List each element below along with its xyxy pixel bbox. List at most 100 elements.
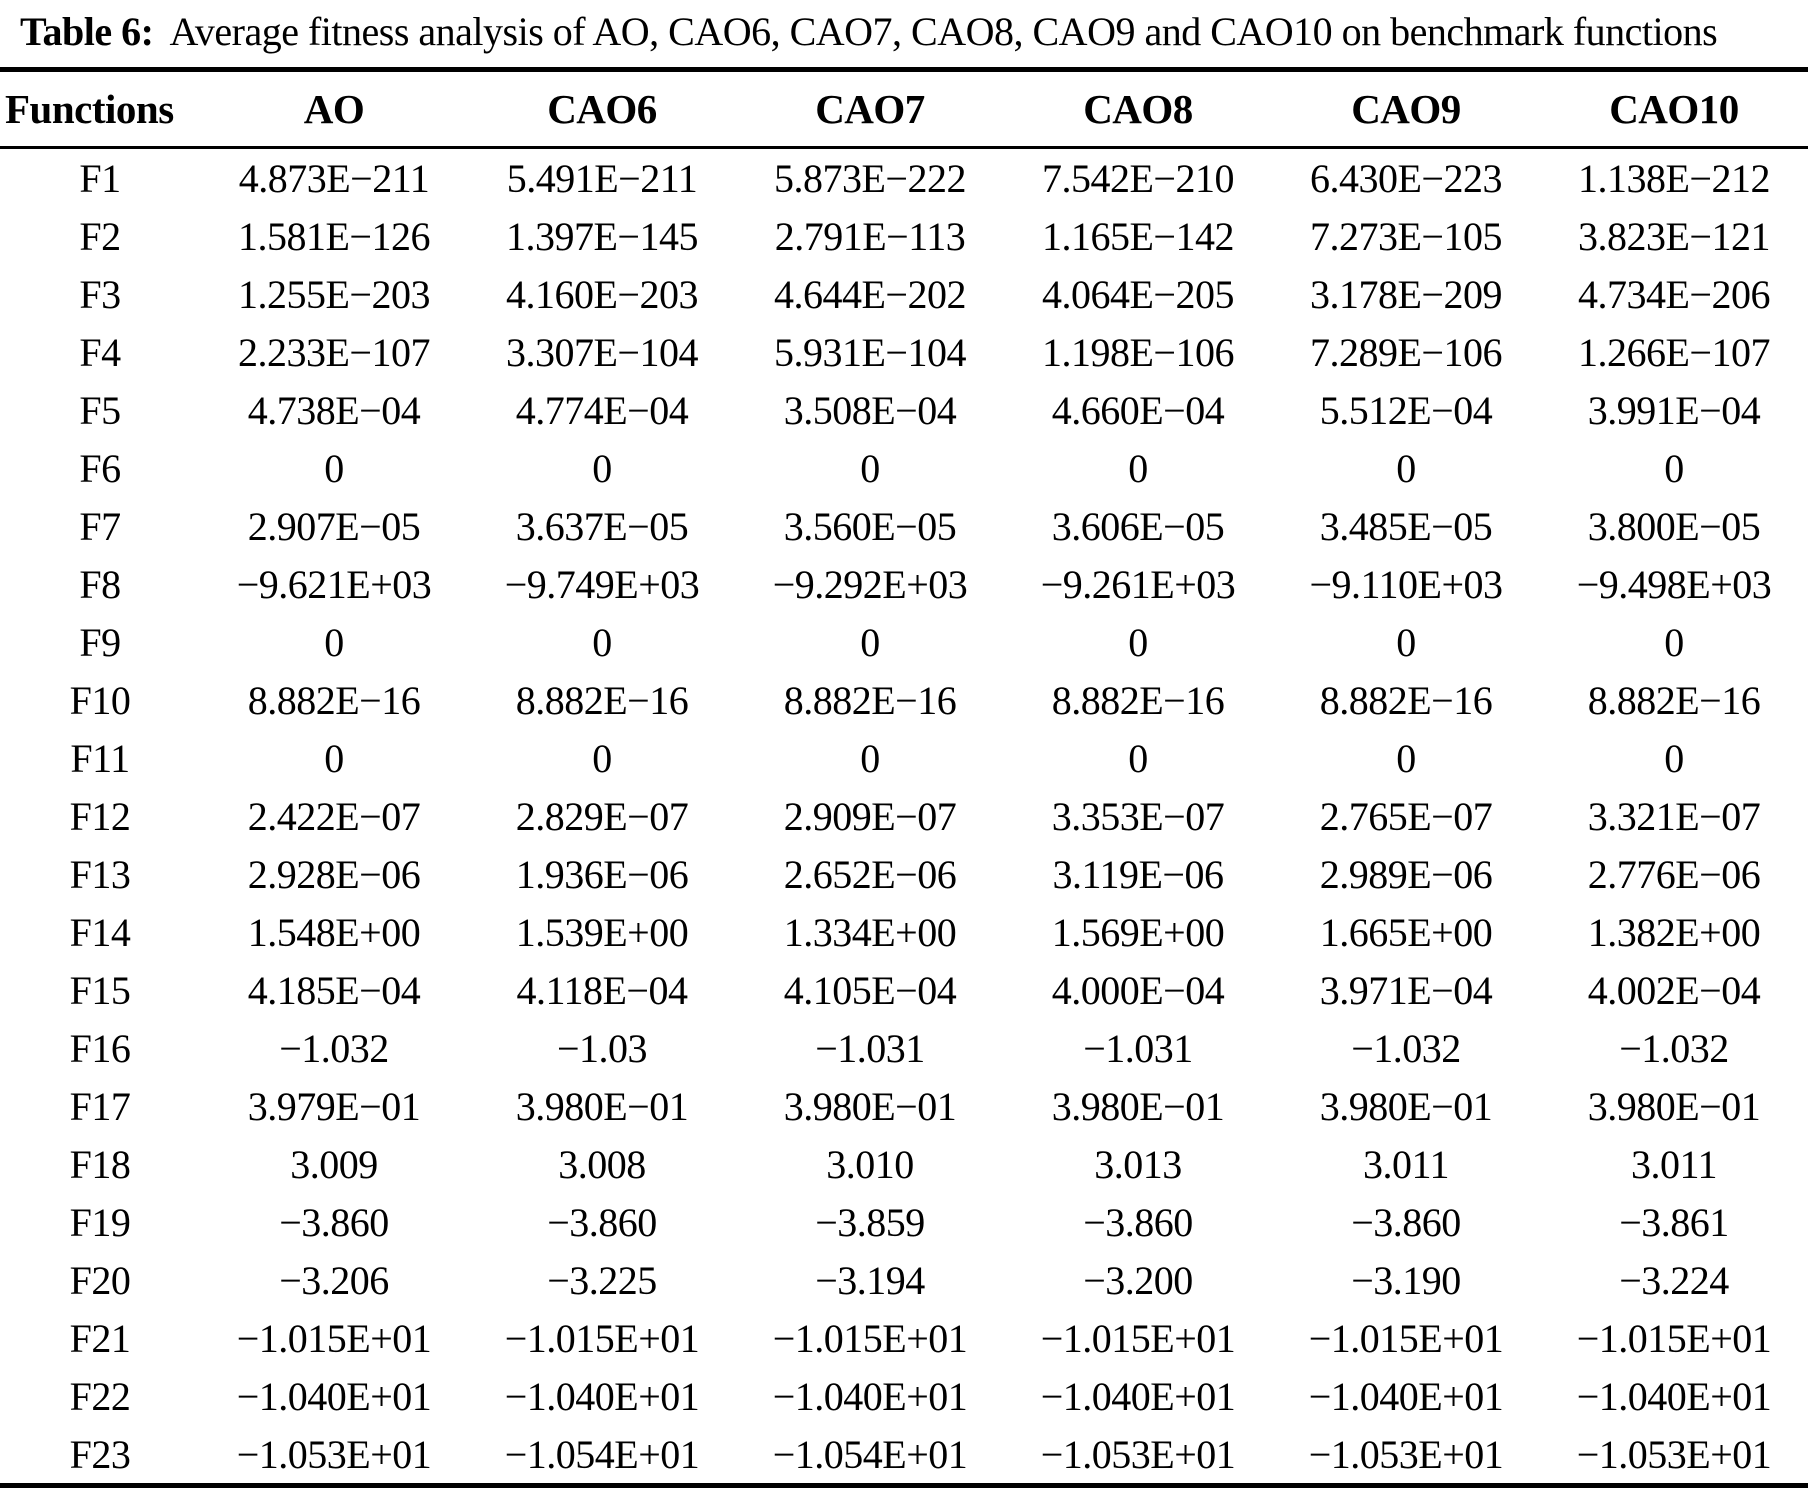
fitness-value: −1.032: [279, 1025, 389, 1071]
fitness-value: 5.931E−104: [774, 329, 967, 375]
fitness-value: 3.010: [826, 1141, 914, 1187]
fitness-value: 3.009: [290, 1141, 378, 1187]
function-name: F11: [70, 735, 130, 781]
fitness-value: −3.200: [1083, 1257, 1193, 1303]
fitness-value: −3.859: [815, 1199, 925, 1245]
fitness-value: 8.882E−16: [783, 677, 957, 723]
column-header-cao8: CAO8: [1004, 69, 1272, 149]
function-name: F16: [69, 1025, 131, 1071]
fitness-value: −1.040E+01: [1576, 1373, 1772, 1419]
function-name: F9: [79, 619, 121, 665]
fitness-value: −1.031: [815, 1025, 925, 1071]
table-row: F3 1.255E−203 4.160E−203 4.644E−202 4.064E−2…: [0, 265, 1808, 323]
fitness-value: 3.485E−05: [1319, 503, 1493, 549]
fitness-value: 4.105E−04: [783, 967, 957, 1013]
table-row: F2 1.581E−126 1.397E−145 2.791E−113 1.165E−1…: [0, 207, 1808, 265]
fitness-value: −1.053E+01: [236, 1431, 432, 1477]
function-name: F15: [69, 967, 131, 1013]
table-row: F9 0 0 0 0 0 0: [0, 613, 1808, 671]
table-row: F10 8.882E−16 8.882E−16 8.882E−16 8.882E−16 8…: [0, 671, 1808, 729]
fitness-value: −1.031: [1083, 1025, 1193, 1071]
function-name: F17: [69, 1083, 131, 1129]
fitness-value: −9.498E+03: [1576, 561, 1772, 607]
fitness-value: 2.233E−107: [238, 329, 431, 375]
fitness-value: 7.542E−210: [1042, 155, 1235, 201]
fitness-value: 1.138E−212: [1578, 155, 1771, 201]
fitness-value: −9.621E+03: [236, 561, 432, 607]
fitness-value: −1.015E+01: [504, 1315, 700, 1361]
fitness-value: −3.206: [279, 1257, 389, 1303]
table-row: F18 3.009 3.008 3.010 3.013 3.011 3.011: [0, 1135, 1808, 1193]
fitness-value: 5.873E−222: [774, 155, 967, 201]
fitness-value: 2.652E−06: [783, 851, 957, 897]
fitness-value: 8.882E−16: [1319, 677, 1493, 723]
fitness-value: 3.178E−209: [1310, 271, 1503, 317]
fitness-value: 0: [592, 445, 612, 491]
fitness-value: 1.382E+00: [1587, 909, 1761, 955]
fitness-value: 1.539E+00: [515, 909, 689, 955]
fitness-value: 3.823E−121: [1578, 213, 1771, 259]
fitness-value: −1.015E+01: [1308, 1315, 1504, 1361]
fitness-value: 4.738E−04: [247, 387, 421, 433]
fitness-value: 0: [592, 735, 612, 781]
fitness-value: 2.791E−113: [774, 213, 966, 259]
fitness-value: 4.002E−04: [1587, 967, 1761, 1013]
fitness-value: 8.882E−16: [515, 677, 689, 723]
header-row: Functions AO CAO6 CAO7 CAO8 CAO9 CAO10: [0, 69, 1808, 149]
table-row: F19 −3.860 −3.860 −3.859 −3.860 −3.860 −3.861: [0, 1193, 1808, 1251]
table-row: F8 −9.621E+03 −9.749E+03 −9.292E+03 −9.261E+…: [0, 555, 1808, 613]
fitness-value: 2.909E−07: [783, 793, 957, 839]
function-name: F13: [69, 851, 131, 897]
fitness-value: 1.255E−203: [238, 271, 431, 317]
fitness-value: 3.971E−04: [1319, 967, 1493, 1013]
column-header-cao10: CAO10: [1540, 69, 1808, 149]
fitness-value: 1.569E+00: [1051, 909, 1225, 955]
fitness-value: 3.606E−05: [1051, 503, 1225, 549]
table-row: F4 2.233E−107 3.307E−104 5.931E−104 1.198E−1…: [0, 323, 1808, 381]
table-row: F7 2.907E−05 3.637E−05 3.560E−05 3.606E−05 3.…: [0, 497, 1808, 555]
function-name: F2: [79, 213, 121, 259]
fitness-value: 0: [324, 445, 344, 491]
fitness-value: −1.015E+01: [1576, 1315, 1772, 1361]
fitness-value: 2.907E−05: [247, 503, 421, 549]
fitness-value: 0: [860, 735, 880, 781]
function-name: F22: [69, 1373, 131, 1419]
fitness-value: 0: [860, 619, 880, 665]
function-name: F21: [69, 1315, 131, 1361]
fitness-value: 3.119E−06: [1052, 851, 1224, 897]
fitness-value: 8.882E−16: [1051, 677, 1225, 723]
fitness-value: 3.979E−01: [247, 1083, 421, 1129]
fitness-value: 1.165E−142: [1042, 213, 1235, 259]
fitness-value: 3.980E−01: [1051, 1083, 1225, 1129]
fitness-value: −3.225: [547, 1257, 657, 1303]
table-row: F21 −1.015E+01 −1.015E+01 −1.015E+01 −1.015E…: [0, 1309, 1808, 1367]
fitness-value: −1.015E+01: [772, 1315, 968, 1361]
table-row: F16 −1.032 −1.03 −1.031 −1.031 −1.032 −1.032: [0, 1019, 1808, 1077]
function-name: F7: [79, 503, 121, 549]
table-row: F23 −1.053E+01 −1.054E+01 −1.054E+01 −1.053E…: [0, 1425, 1808, 1486]
table-caption-label: Table 6:: [20, 9, 154, 54]
fitness-value: −9.261E+03: [1040, 561, 1236, 607]
table-body: F1 4.873E−211 5.491E−211 5.873E−222 7.542E−2…: [0, 148, 1808, 1486]
function-name: F18: [69, 1141, 131, 1187]
function-name: F4: [79, 329, 121, 375]
function-name: F5: [79, 387, 121, 433]
fitness-value: 2.422E−07: [247, 793, 421, 839]
table-row: F14 1.548E+00 1.539E+00 1.334E+00 1.569E+00 1…: [0, 903, 1808, 961]
fitness-value: 3.637E−05: [515, 503, 689, 549]
fitness-value: 4.185E−04: [247, 967, 421, 1013]
fitness-value: −3.860: [547, 1199, 657, 1245]
fitness-value: 4.774E−04: [515, 387, 689, 433]
function-name: F12: [69, 793, 131, 839]
fitness-value: −9.749E+03: [504, 561, 700, 607]
fitness-value: 0: [1664, 445, 1684, 491]
table-row: F20 −3.206 −3.225 −3.194 −3.200 −3.190 −3.224: [0, 1251, 1808, 1309]
function-name: F6: [79, 445, 121, 491]
fitness-value: −1.053E+01: [1308, 1431, 1504, 1477]
fitness-value: −1.053E+01: [1040, 1431, 1236, 1477]
function-name: F10: [69, 677, 131, 723]
fitness-value: 1.581E−126: [238, 213, 431, 259]
function-name: F14: [69, 909, 131, 955]
table-row: F6 0 0 0 0 0 0: [0, 439, 1808, 497]
